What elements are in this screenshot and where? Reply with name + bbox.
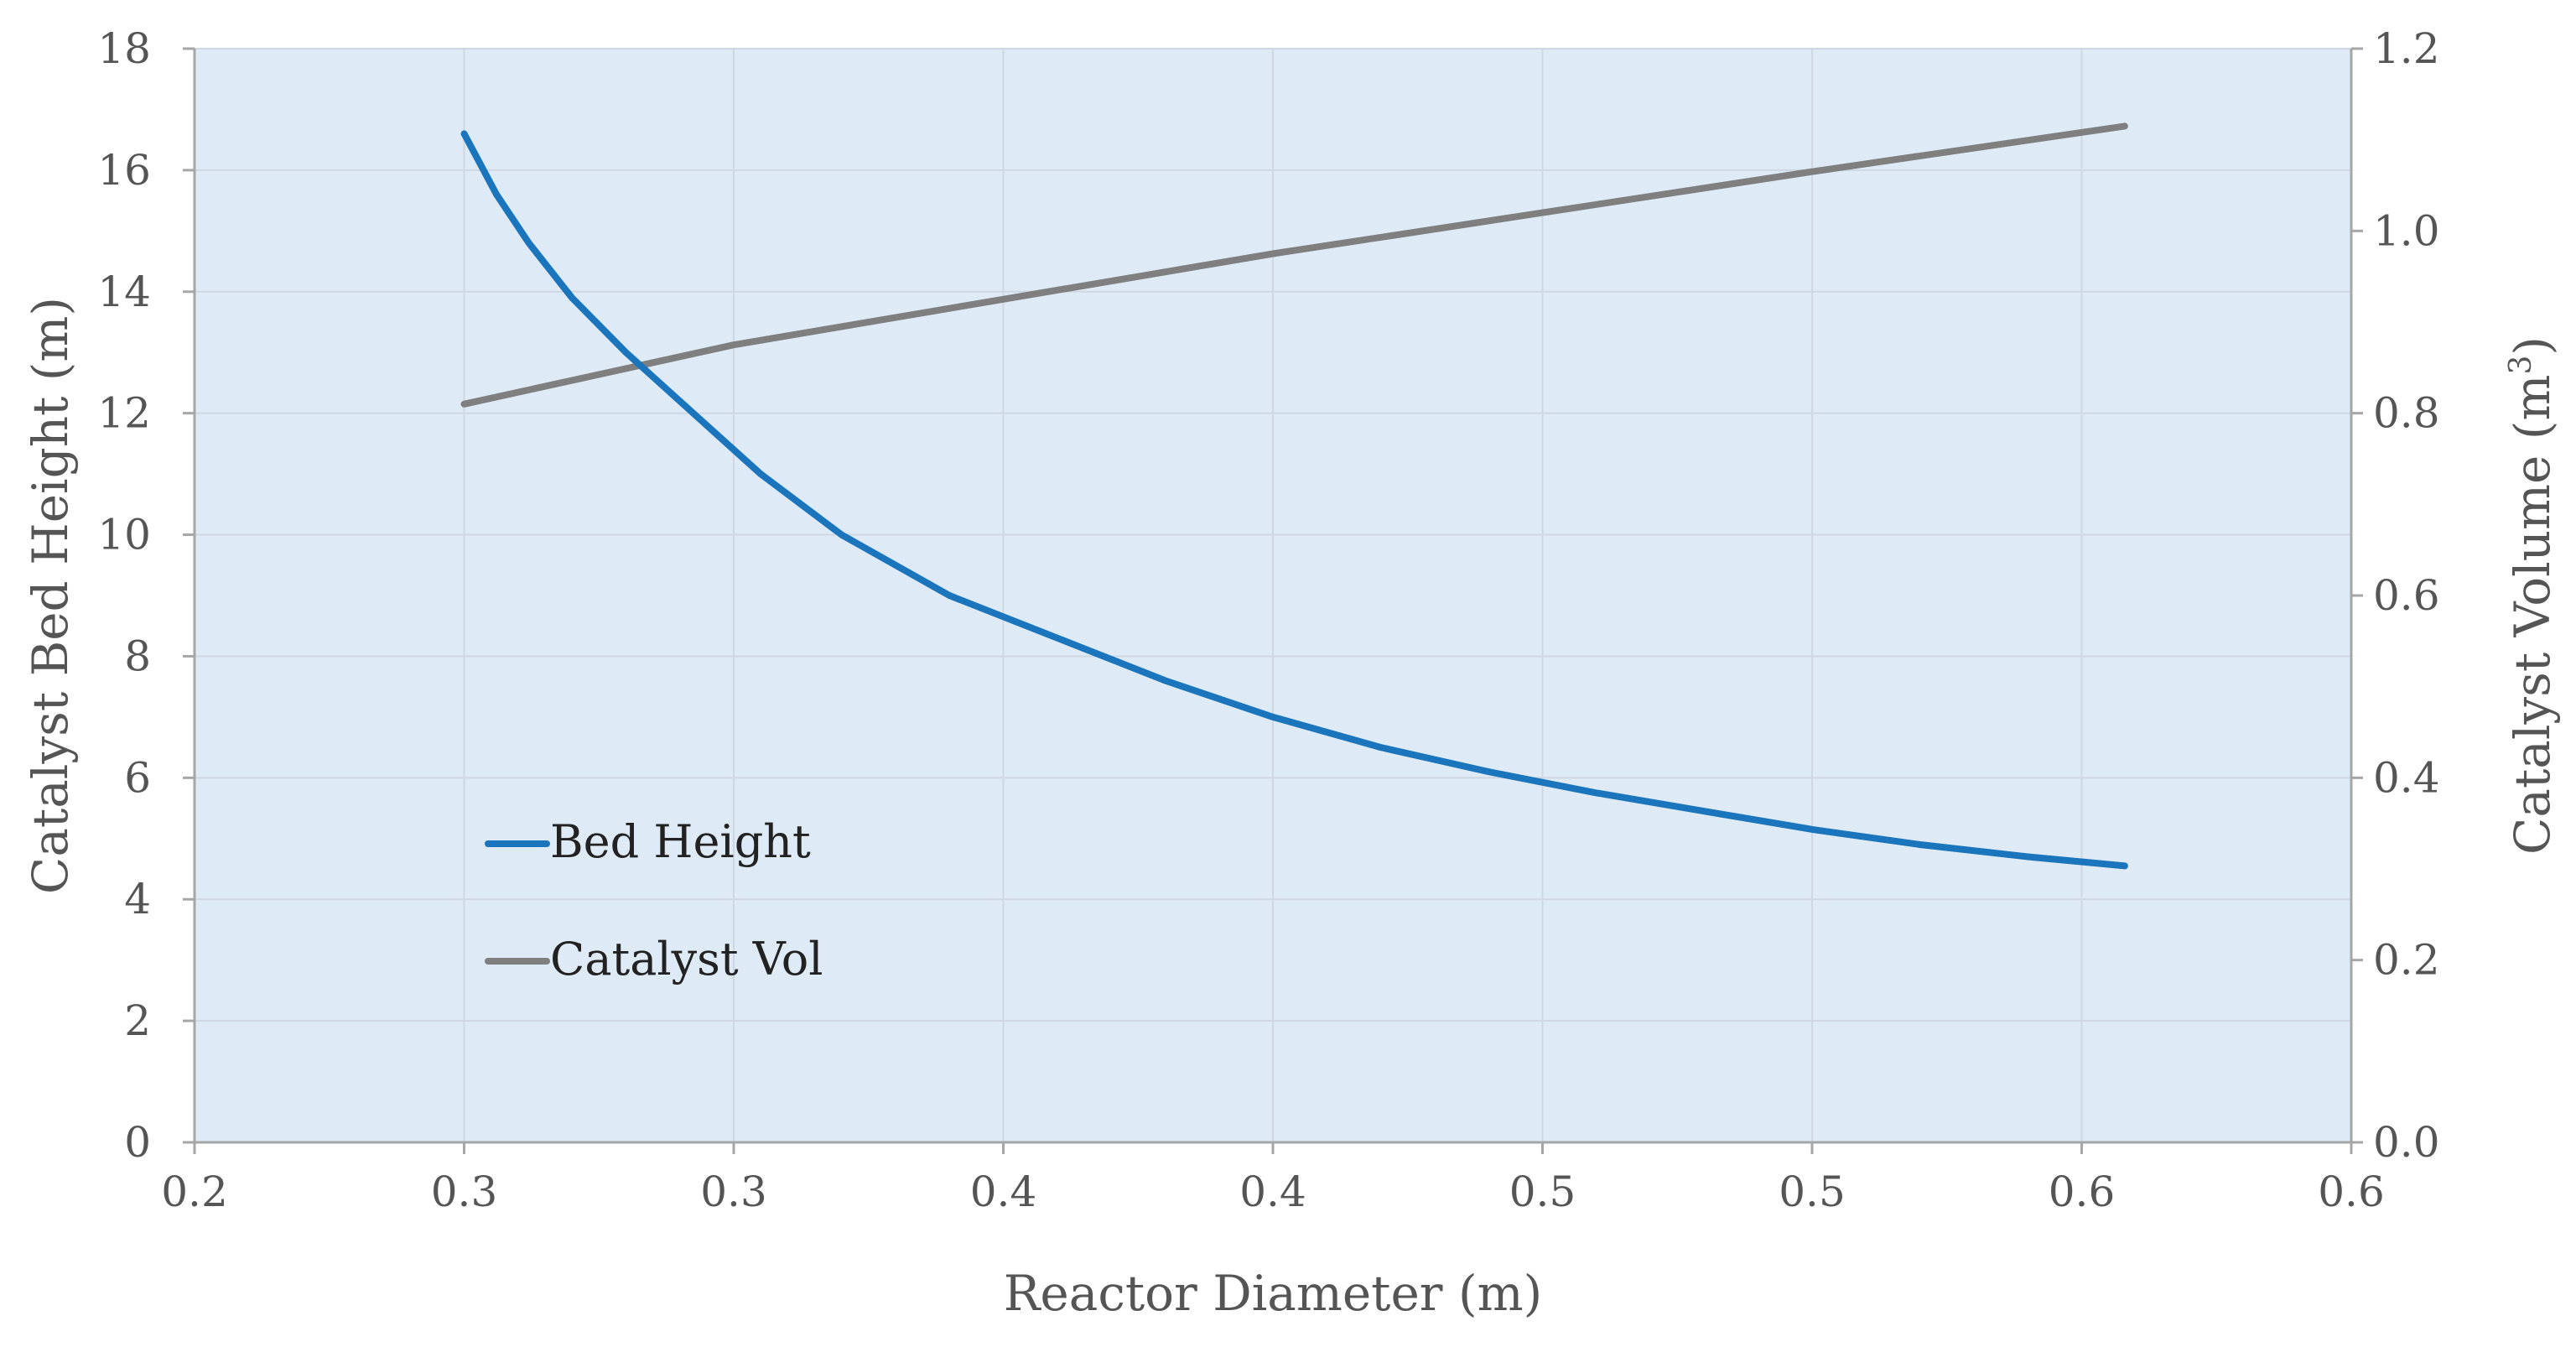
y2-axis-title-main: Catalyst Volume (m [2504,375,2561,855]
y-tick-label: 8 [124,632,151,680]
y-axis-title: Catalyst Bed Height (m) [22,297,79,894]
y2-tick-label: 0.2 [2373,936,2440,985]
y2-tick-label: 1.2 [2373,24,2440,73]
y-tick-label: 12 [97,389,151,438]
y-tick-label: 10 [97,511,151,559]
y2-tick-label: 0.4 [2373,753,2440,802]
x-tick-label: 0.6 [2049,1168,2116,1216]
y2-tick-label: 0.8 [2373,389,2440,438]
y2-axis-title-sup: 3 [2504,356,2538,375]
y-tick-label: 4 [124,875,151,923]
y-tick-label: 16 [97,146,151,195]
series-line-bed-height [460,130,2128,870]
y-tick-label: 2 [124,996,151,1045]
x-tick-label: 0.6 [2318,1168,2385,1216]
x-tick-label: 0.3 [431,1168,498,1216]
x-tick-label: 0.2 [161,1168,228,1216]
x-tick-label: 0.4 [1239,1168,1306,1216]
tick-labels: 0.2 0.3 0.3 0.4 0.4 0.5 0.5 0.6 0.6 0 2 4 6 8 10 12 14 16… [97,24,2439,1216]
y2-axis-title-close: ) [2504,336,2561,356]
x-tick-label: 0.4 [970,1168,1037,1216]
y2-tick-label: 0.0 [2373,1118,2440,1167]
series [460,122,2128,870]
legend-label-bed-height: Bed Height [550,815,811,868]
y-tick-label: 0 [124,1118,151,1167]
y-tick-label: 6 [124,753,151,802]
x-tick-label: 0.5 [1509,1168,1576,1216]
y2-axis-title: Catalyst Volume (m3) [2504,336,2561,855]
legend-label-catalyst-vol: Catalyst Vol [550,933,823,986]
x-axis-title: Reactor Diameter (m) [1004,1265,1542,1322]
y-tick-label: 18 [97,24,151,73]
y2-tick-label: 1.0 [2373,206,2440,255]
y-tick-label: 14 [97,268,151,316]
x-tick-label: 0.5 [1779,1168,1846,1216]
axes [183,47,2363,1154]
legend: Bed Height Catalyst Vol [485,815,823,986]
y2-tick-label: 0.6 [2373,571,2440,620]
series-line-catalyst-vol [460,122,2128,408]
x-tick-label: 0.3 [700,1168,767,1216]
